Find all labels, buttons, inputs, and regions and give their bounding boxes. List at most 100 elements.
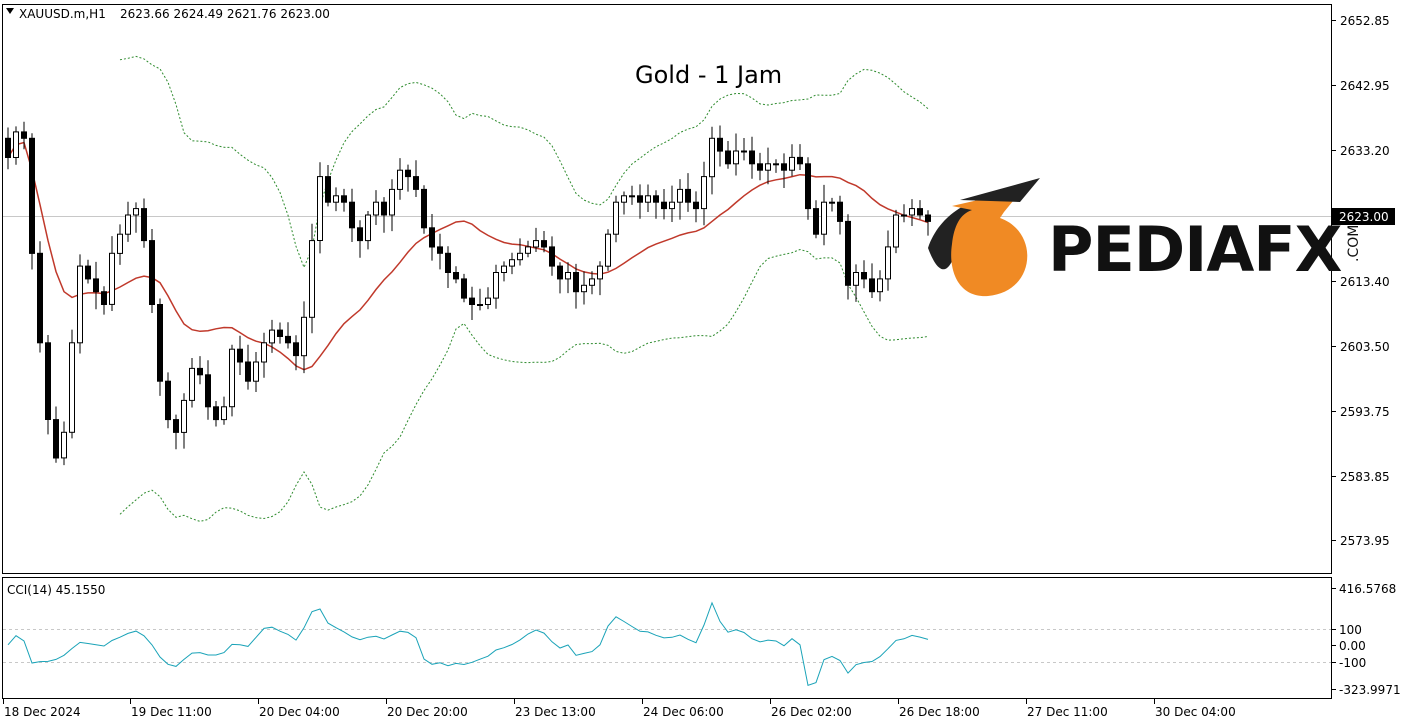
candle: [45, 335, 51, 435]
candle-body-up: [533, 240, 539, 248]
time-tick: 30 Dec 04:00: [1155, 705, 1236, 719]
candle: [53, 406, 59, 463]
candle-body-down: [93, 278, 99, 293]
logo-com-text: .COM: [1346, 225, 1362, 262]
cci-axis[interactable]: 416.5768 100 0.00 -100 -323.9971: [1331, 582, 1401, 697]
candle-body-down: [749, 150, 755, 165]
candle-body-up: [485, 297, 491, 306]
candle: [397, 158, 403, 200]
logo-shield-icon: [951, 190, 1028, 297]
candle: [917, 200, 923, 220]
candle: [837, 195, 843, 235]
candle: [237, 335, 243, 375]
candle-body-up: [733, 150, 739, 165]
candle: [213, 401, 219, 427]
candle-body-up: [229, 348, 235, 408]
candle-body-up: [261, 342, 267, 363]
candle: [789, 144, 795, 177]
candle: [637, 184, 643, 219]
candle: [541, 231, 547, 253]
candle-body-down: [637, 195, 643, 203]
candle: [29, 133, 35, 270]
candle: [581, 271, 587, 305]
cci-line: [7, 601, 929, 686]
candle-body-up: [613, 201, 619, 235]
candle-body-up: [501, 265, 507, 274]
price-tick: 2652.85: [1340, 14, 1390, 28]
candle-body-down: [717, 137, 723, 152]
candle: [525, 240, 531, 258]
price-tick: 2642.95: [1340, 79, 1390, 93]
candle-body-up: [253, 361, 259, 382]
current-price-box: [1332, 208, 1395, 225]
candle-body-down: [925, 214, 931, 222]
candle: [173, 414, 179, 450]
candle-body-up: [621, 195, 627, 203]
candle: [589, 271, 595, 295]
candle: [765, 147, 771, 185]
candle-body-down: [781, 163, 787, 171]
cci-series: [7, 601, 929, 686]
pediafx-logo: PEDIAFX .COM: [928, 178, 1362, 297]
candle-body-down: [453, 272, 459, 280]
ma-line: [7, 141, 929, 371]
candle: [445, 246, 451, 288]
candle-body-up: [13, 131, 19, 158]
candle: [333, 187, 339, 212]
cci-label: CCI(14) 45.1550: [7, 583, 105, 597]
candles: [5, 121, 931, 466]
candle: [717, 125, 723, 167]
candle: [309, 223, 315, 334]
candle-body-up: [709, 137, 715, 178]
candle-body-up: [909, 208, 915, 216]
main-pane[interactable]: [2, 4, 1332, 574]
candle-body-down: [797, 156, 803, 165]
candle-body-up: [317, 176, 323, 242]
candle-body-down: [29, 137, 35, 254]
price-axis[interactable]: 2652.85 2642.95 2633.20 2613.40 2603.50 …: [1331, 14, 1395, 548]
candle: [261, 332, 267, 378]
candle: [701, 161, 707, 226]
candle: [189, 358, 195, 408]
time-tick: 23 Dec 13:00: [515, 705, 596, 719]
candle: [413, 160, 419, 197]
candle-body-down: [549, 246, 555, 267]
candle: [285, 322, 291, 349]
candle-body-down: [573, 272, 579, 293]
symbol-label: XAUUSD.m,H1: [19, 7, 106, 21]
candle-body-down: [149, 240, 155, 306]
candle-body-down: [861, 272, 867, 280]
candle: [69, 329, 75, 439]
candle-body-up: [565, 272, 571, 280]
candle: [613, 195, 619, 243]
candle: [365, 211, 371, 250]
time-tick: 27 Dec 11:00: [1027, 705, 1108, 719]
candle: [325, 165, 331, 207]
time-axis[interactable]: 18 Dec 2024 19 Dec 11:00 20 Dec 04:00 20…: [3, 699, 1236, 719]
collapse-triangle-icon[interactable]: [6, 8, 14, 14]
candle-body-down: [85, 265, 91, 280]
candle-body-up: [741, 150, 747, 153]
candle: [677, 179, 683, 220]
candle: [469, 286, 475, 320]
candle-body-down: [557, 265, 563, 280]
candle-body-down: [757, 163, 763, 171]
candle-body-up: [701, 176, 707, 210]
candle-body-down: [653, 195, 659, 203]
candle: [389, 179, 395, 232]
time-tick: 26 Dec 02:00: [771, 705, 852, 719]
candle: [61, 421, 67, 466]
candle: [693, 191, 699, 223]
candle: [517, 238, 523, 266]
price-tick: 2593.75: [1340, 405, 1390, 419]
candle-body-up: [133, 208, 139, 216]
cci-tick: 100: [1339, 623, 1362, 637]
candle-body-up: [397, 169, 403, 190]
candle-body-down: [813, 208, 819, 235]
candle-body-down: [405, 169, 411, 178]
candle-body-up: [629, 195, 635, 198]
price-tick: 2583.85: [1340, 470, 1390, 484]
price-tick: 2603.50: [1340, 340, 1390, 354]
